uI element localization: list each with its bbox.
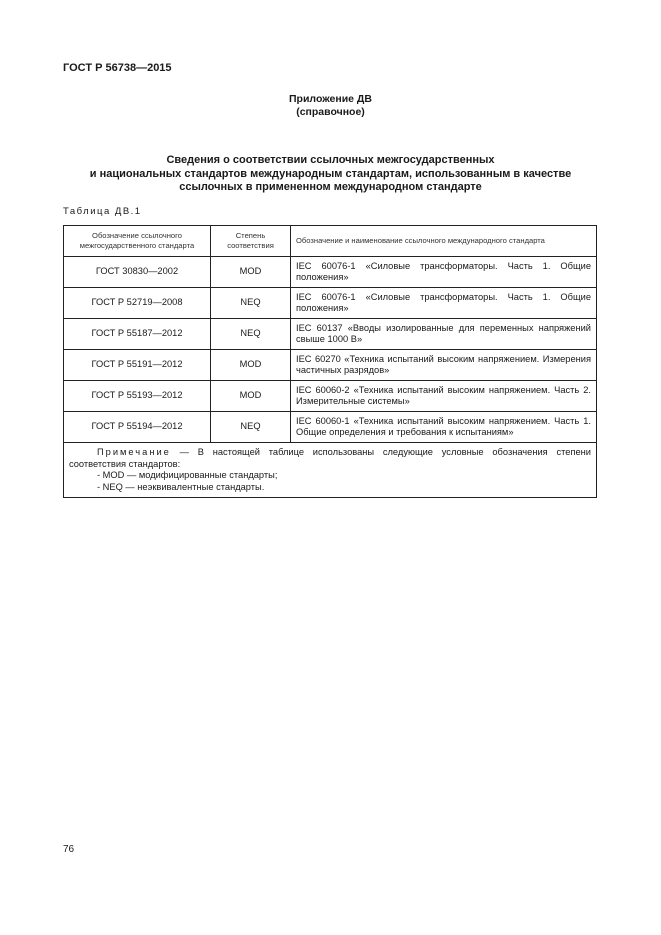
- table-row: ГОСТ Р 55194—2012 NEQ IEC 60060-1 «Техни…: [63, 411, 597, 443]
- gost-cell: ГОСТ 30830—2002: [63, 256, 211, 288]
- note-text: — В настоящей таблице использованы следу…: [69, 447, 591, 469]
- table-caption: Таблица ДВ.1: [63, 206, 142, 217]
- section-title-line: ссылочных в примененном международном ст…: [179, 181, 482, 193]
- iec-cell: IEC 60060-1 «Техника испытаний высоким н…: [290, 411, 597, 443]
- table-row: ГОСТ Р 55193—2012 MOD IEC 60060-2 «Техни…: [63, 380, 597, 412]
- table-header-row: Обозначение ссылочного межгосударственно…: [63, 225, 597, 257]
- iec-cell: IEC 60270 «Техника испытаний высоким нап…: [290, 349, 597, 381]
- degree-cell: MOD: [210, 380, 291, 412]
- page-number: 76: [63, 844, 75, 855]
- section-title: Сведения о соответствии ссылочных межгос…: [0, 154, 661, 195]
- note-label: Примечание: [97, 447, 171, 457]
- standards-table: Обозначение ссылочного межгосударственно…: [63, 225, 597, 498]
- section-title-line: Сведения о соответствии ссылочных межгос…: [166, 154, 495, 166]
- table-row: ГОСТ Р 52719—2008 NEQ IEC 60076-1 «Силов…: [63, 287, 597, 319]
- table-note-row: Примечание — В настоящей таблице использ…: [63, 442, 597, 498]
- gost-cell: ГОСТ Р 55187—2012: [63, 318, 211, 350]
- gost-cell: ГОСТ Р 55194—2012: [63, 411, 211, 443]
- table-note: Примечание — В настоящей таблице использ…: [63, 442, 597, 498]
- degree-cell: MOD: [210, 349, 291, 381]
- column-header: Обозначение ссылочного межгосударственно…: [63, 225, 211, 257]
- degree-cell: NEQ: [210, 287, 291, 319]
- gost-cell: ГОСТ Р 52719—2008: [63, 287, 211, 319]
- iec-cell: IEC 60137 «Вводы изолированные для перем…: [290, 318, 597, 350]
- document-id: ГОСТ Р 56738—2015: [63, 62, 172, 74]
- appendix-subtitle: (справочное): [296, 106, 365, 118]
- iec-cell: IEC 60076-1 «Силовые трансформаторы. Час…: [290, 287, 597, 319]
- table-row: ГОСТ Р 55187—2012 NEQ IEC 60137 «Вводы и…: [63, 318, 597, 350]
- note-item: - NEQ — неэквивалентные стандарты.: [97, 481, 265, 492]
- note-item: - MOD — модифицированные стандарты;: [97, 470, 278, 480]
- degree-cell: NEQ: [210, 411, 291, 443]
- column-header: Степень соответствия: [210, 225, 291, 257]
- gost-cell: ГОСТ Р 55193—2012: [63, 380, 211, 412]
- table-row: ГОСТ 30830—2002 MOD IEC 60076-1 «Силовые…: [63, 256, 597, 288]
- degree-cell: NEQ: [210, 318, 291, 350]
- iec-cell: IEC 60060-2 «Техника испытаний высоким н…: [290, 380, 597, 412]
- gost-cell: ГОСТ Р 55191—2012: [63, 349, 211, 381]
- appendix-title: Приложение ДВ: [289, 93, 372, 105]
- iec-cell: IEC 60076-1 «Силовые трансформаторы. Час…: [290, 256, 597, 288]
- section-title-line: и национальных стандартов международным …: [89, 167, 572, 180]
- degree-cell: MOD: [210, 256, 291, 288]
- column-header: Обозначение и наименование ссылочного ме…: [290, 225, 597, 257]
- table-row: ГОСТ Р 55191—2012 MOD IEC 60270 «Техника…: [63, 349, 597, 381]
- appendix-heading: Приложение ДВ (справочное): [0, 93, 661, 119]
